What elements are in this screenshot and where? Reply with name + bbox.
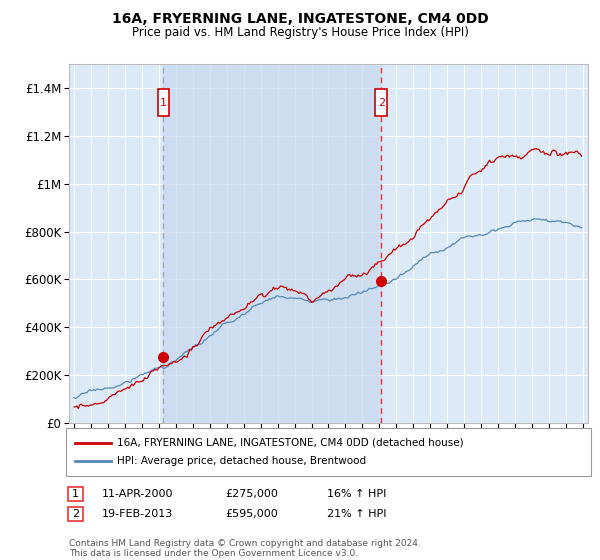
- FancyBboxPatch shape: [158, 90, 169, 116]
- Text: 16% ↑ HPI: 16% ↑ HPI: [327, 489, 386, 499]
- Text: 16A, FRYERNING LANE, INGATESTONE, CM4 0DD (detached house): 16A, FRYERNING LANE, INGATESTONE, CM4 0D…: [117, 438, 464, 448]
- Text: £275,000: £275,000: [225, 489, 278, 499]
- Text: £595,000: £595,000: [225, 509, 278, 519]
- Bar: [163, 64, 382, 423]
- Text: 2: 2: [378, 97, 385, 108]
- Text: 1: 1: [72, 489, 79, 499]
- Text: 19-FEB-2013: 19-FEB-2013: [102, 509, 173, 519]
- Text: HPI: Average price, detached house, Brentwood: HPI: Average price, detached house, Bren…: [117, 456, 366, 466]
- Text: 1: 1: [160, 97, 167, 108]
- FancyBboxPatch shape: [376, 90, 388, 116]
- Text: 2: 2: [72, 509, 79, 519]
- Text: 16A, FRYERNING LANE, INGATESTONE, CM4 0DD: 16A, FRYERNING LANE, INGATESTONE, CM4 0D…: [112, 12, 488, 26]
- Text: Price paid vs. HM Land Registry's House Price Index (HPI): Price paid vs. HM Land Registry's House …: [131, 26, 469, 39]
- Text: 21% ↑ HPI: 21% ↑ HPI: [327, 509, 386, 519]
- Text: Contains HM Land Registry data © Crown copyright and database right 2024.
This d: Contains HM Land Registry data © Crown c…: [69, 539, 421, 558]
- Text: 11-APR-2000: 11-APR-2000: [102, 489, 173, 499]
